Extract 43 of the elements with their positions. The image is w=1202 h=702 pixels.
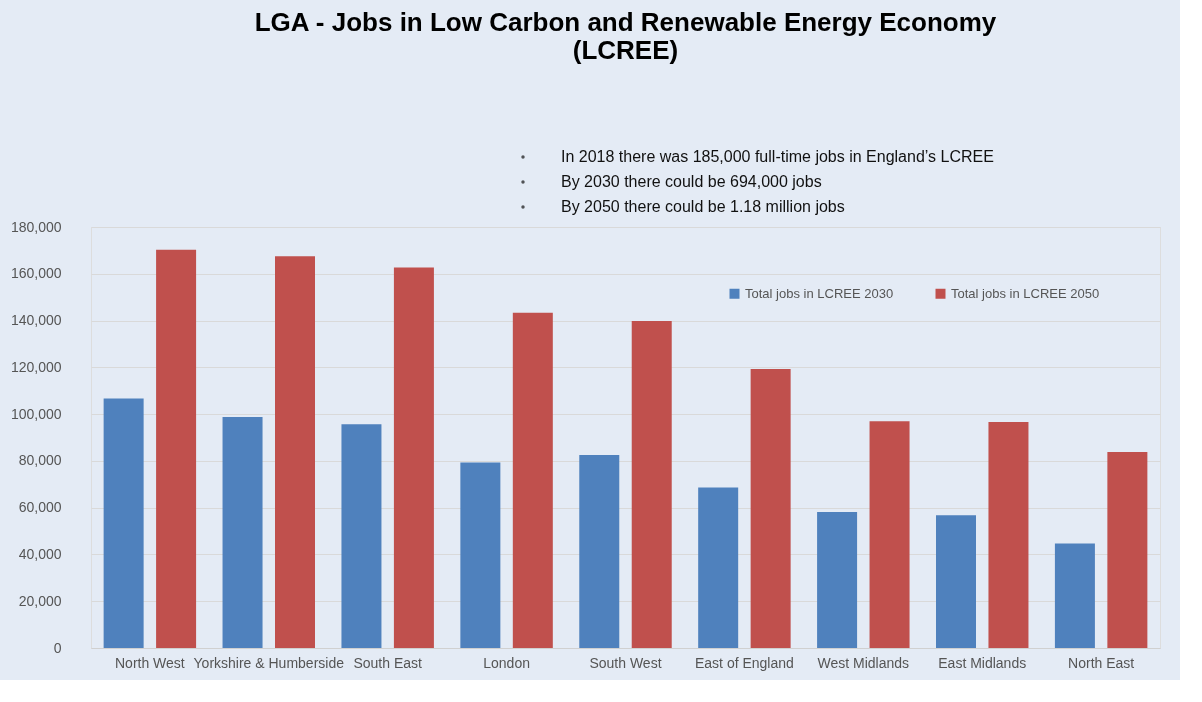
bar [817, 512, 858, 648]
bar [222, 416, 263, 648]
y-tick-label: 40,000 [18, 545, 62, 562]
x-tick-label: North West [114, 654, 185, 671]
x-tick-label: North East [1068, 654, 1135, 671]
y-tick-label: 80,000 [18, 452, 62, 469]
y-tick-label: 120,000 [10, 358, 62, 375]
bar [393, 267, 434, 648]
bar [936, 515, 976, 648]
bar [988, 422, 1029, 648]
x-tick-label: South West [589, 654, 662, 671]
bar [1107, 452, 1148, 648]
y-tick-label: 180,000 [10, 218, 62, 235]
bar [750, 368, 791, 648]
text: In 2018 there was 185,000 full-time jobs in England’s LCREE [561, 148, 994, 165]
bar [103, 398, 144, 648]
chart-title: LGA - Jobs in Low Carbon and Renewable Energy Economy (LCREE) [254, 7, 997, 65]
x-tick-label: East Midlands [938, 654, 1027, 671]
bar [460, 462, 501, 648]
bar [341, 424, 382, 648]
y-tick-label: 0 [53, 639, 62, 656]
bar [512, 312, 553, 648]
bar [631, 321, 672, 648]
bar [156, 249, 197, 648]
y-tick-label: 160,000 [10, 265, 62, 282]
legend-label: Total jobs in LCREE 2050 [951, 285, 1100, 301]
bar [579, 455, 620, 648]
y-tick-label: 100,000 [10, 405, 62, 422]
y-tick-label: 60,000 [18, 499, 62, 516]
text: By 2050 there could be 1.18 million jobs [561, 198, 845, 215]
y-tick-label: 140,000 [10, 312, 62, 329]
bar [1054, 543, 1095, 648]
bar [869, 421, 910, 648]
bar [698, 487, 739, 648]
y-tick-label: 20,000 [18, 592, 62, 609]
bar [275, 256, 315, 648]
x-tick-label: Yorkshire & Humberside [193, 654, 345, 671]
x-tick-label: East of England [694, 654, 794, 671]
legend-label: Total jobs in LCREE 2030 [745, 285, 894, 301]
x-tick-label: London [483, 654, 530, 671]
x-tick-label: South East [353, 654, 423, 671]
text: By 2030 there could be 694,000 jobs [561, 173, 822, 190]
x-tick-label: West Midlands [817, 654, 910, 671]
